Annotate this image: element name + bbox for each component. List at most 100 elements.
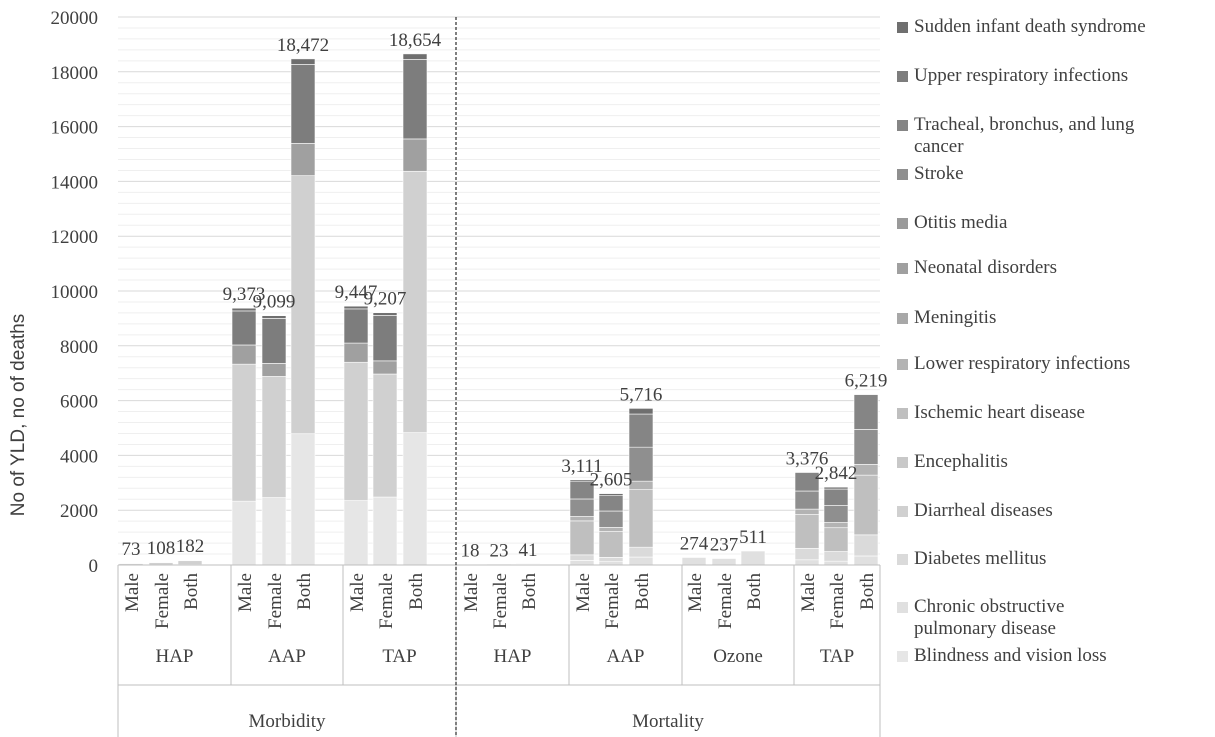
legend-swatch — [897, 651, 908, 662]
bar-segment — [598, 557, 624, 563]
bar-segment — [628, 408, 654, 415]
bar-total-label: 2,842 — [815, 463, 858, 484]
x-tick-label-sex: Female — [715, 573, 736, 629]
legend-label: Sudden infant death syndrome — [914, 16, 1146, 37]
bar-segment — [372, 312, 398, 316]
x-tick-label-sex: Both — [294, 573, 315, 610]
bar-total-label: 108 — [147, 538, 176, 559]
bar-total-label: 511 — [739, 527, 767, 548]
bar-segment — [823, 505, 849, 523]
legend-label: Meningitis — [914, 307, 996, 328]
bar-segment — [231, 500, 257, 566]
bar-segment — [569, 498, 595, 517]
bar-segment — [261, 376, 287, 498]
bar-segment — [794, 472, 820, 492]
x-subgroup-label: HAP — [155, 646, 193, 667]
bar-segment — [372, 360, 398, 375]
bar-segment — [853, 464, 879, 476]
bar-total-label: 9,099 — [253, 292, 296, 313]
bar-segment — [177, 559, 203, 561]
x-tick-label-sex: Male — [235, 573, 256, 612]
bar-segment — [794, 559, 820, 566]
bar-segment — [823, 560, 849, 566]
legend-label: Chronic obstructive pulmonary disease — [914, 596, 1064, 639]
bar-segment — [372, 315, 398, 362]
bar-segment — [261, 497, 287, 566]
bar-segment — [823, 486, 849, 490]
bar-segment — [628, 480, 654, 490]
bar-segment — [823, 522, 849, 529]
bar-segment — [290, 64, 316, 144]
x-tick-label-sex: Female — [827, 573, 848, 629]
legend-swatch — [897, 22, 908, 33]
legend-label: Upper respiratory infections — [914, 65, 1128, 86]
legend-swatch — [897, 120, 908, 131]
legend-swatch — [897, 506, 908, 517]
legend-label: Otitis media — [914, 212, 1008, 233]
legend-swatch — [897, 408, 908, 419]
bar-segment — [569, 560, 595, 566]
legend-label: Neonatal disorders — [914, 257, 1057, 278]
bar-segment — [598, 527, 624, 532]
legend-swatch — [897, 313, 908, 324]
bar-segment — [794, 514, 820, 549]
bar-segment — [598, 493, 624, 496]
y-tick-label: 14000 — [51, 172, 99, 193]
x-subgroup-label: AAP — [268, 646, 306, 667]
x-tick-label-sex: Male — [573, 573, 594, 612]
x-tick-label-sex: Both — [406, 573, 427, 610]
legend-swatch — [897, 457, 908, 468]
bar-segment — [598, 531, 624, 558]
bar-total-label: 9,207 — [364, 289, 407, 310]
y-tick-label: 0 — [89, 556, 99, 577]
bar-segment — [261, 315, 287, 319]
x-tick-label-sex: Female — [490, 573, 511, 629]
legend-label: Blindness and vision loss — [914, 645, 1107, 666]
bar-segment — [261, 363, 287, 377]
x-tick-label-sex: Both — [519, 573, 540, 610]
bar-total-label: 237 — [710, 535, 739, 556]
y-tick-label: 6000 — [60, 392, 98, 413]
bar-segment — [231, 344, 257, 365]
bar-total-label: 274 — [680, 533, 709, 554]
bar-segment — [343, 361, 369, 501]
bar-segment — [853, 394, 879, 430]
bar-total-label: 3,376 — [786, 448, 829, 469]
bar-segment — [628, 446, 654, 482]
x-subgroup-label: HAP — [493, 646, 531, 667]
bar-total-label: 41 — [519, 540, 538, 561]
bar-segment — [569, 479, 595, 482]
bar-segment — [823, 527, 849, 552]
bar-segment — [794, 547, 820, 561]
bar-segment — [261, 318, 287, 364]
y-axis-title: No of YLD, no of deaths — [8, 314, 29, 516]
x-tick-label-sex: Both — [632, 573, 653, 610]
bar-segment — [794, 490, 820, 510]
x-tick-label-sex: Male — [122, 573, 143, 612]
bar-segment — [598, 495, 624, 512]
x-tick-label-sex: Male — [798, 573, 819, 612]
bar-segment — [343, 342, 369, 363]
bar-segment — [148, 561, 174, 563]
bar-segment — [628, 489, 654, 548]
bar-total-label: 182 — [176, 536, 205, 557]
x-tick-label-sex: Male — [461, 573, 482, 612]
legend-swatch — [897, 602, 908, 613]
bar-segment — [343, 308, 369, 344]
bar-total-label: 23 — [490, 540, 509, 561]
bar-segment — [853, 429, 879, 465]
y-axis-tick-labels: 0 2000 4000 6000 8000 10000 12000 14000 16000 180… — [51, 8, 99, 577]
legend-swatch — [897, 71, 908, 82]
legend-swatch — [897, 554, 908, 565]
bar-segment — [231, 363, 257, 502]
bar-segment — [681, 557, 707, 566]
bars — [118, 53, 879, 566]
legend-swatch — [897, 263, 908, 274]
bar-segment — [231, 307, 257, 312]
x-tick-label-sex: Both — [857, 573, 878, 610]
legend-swatch — [897, 169, 908, 180]
bar-segment — [290, 143, 316, 176]
legend: Sudden infant death syndrome Upper respir… — [897, 16, 1146, 666]
bar-segment — [402, 170, 428, 433]
